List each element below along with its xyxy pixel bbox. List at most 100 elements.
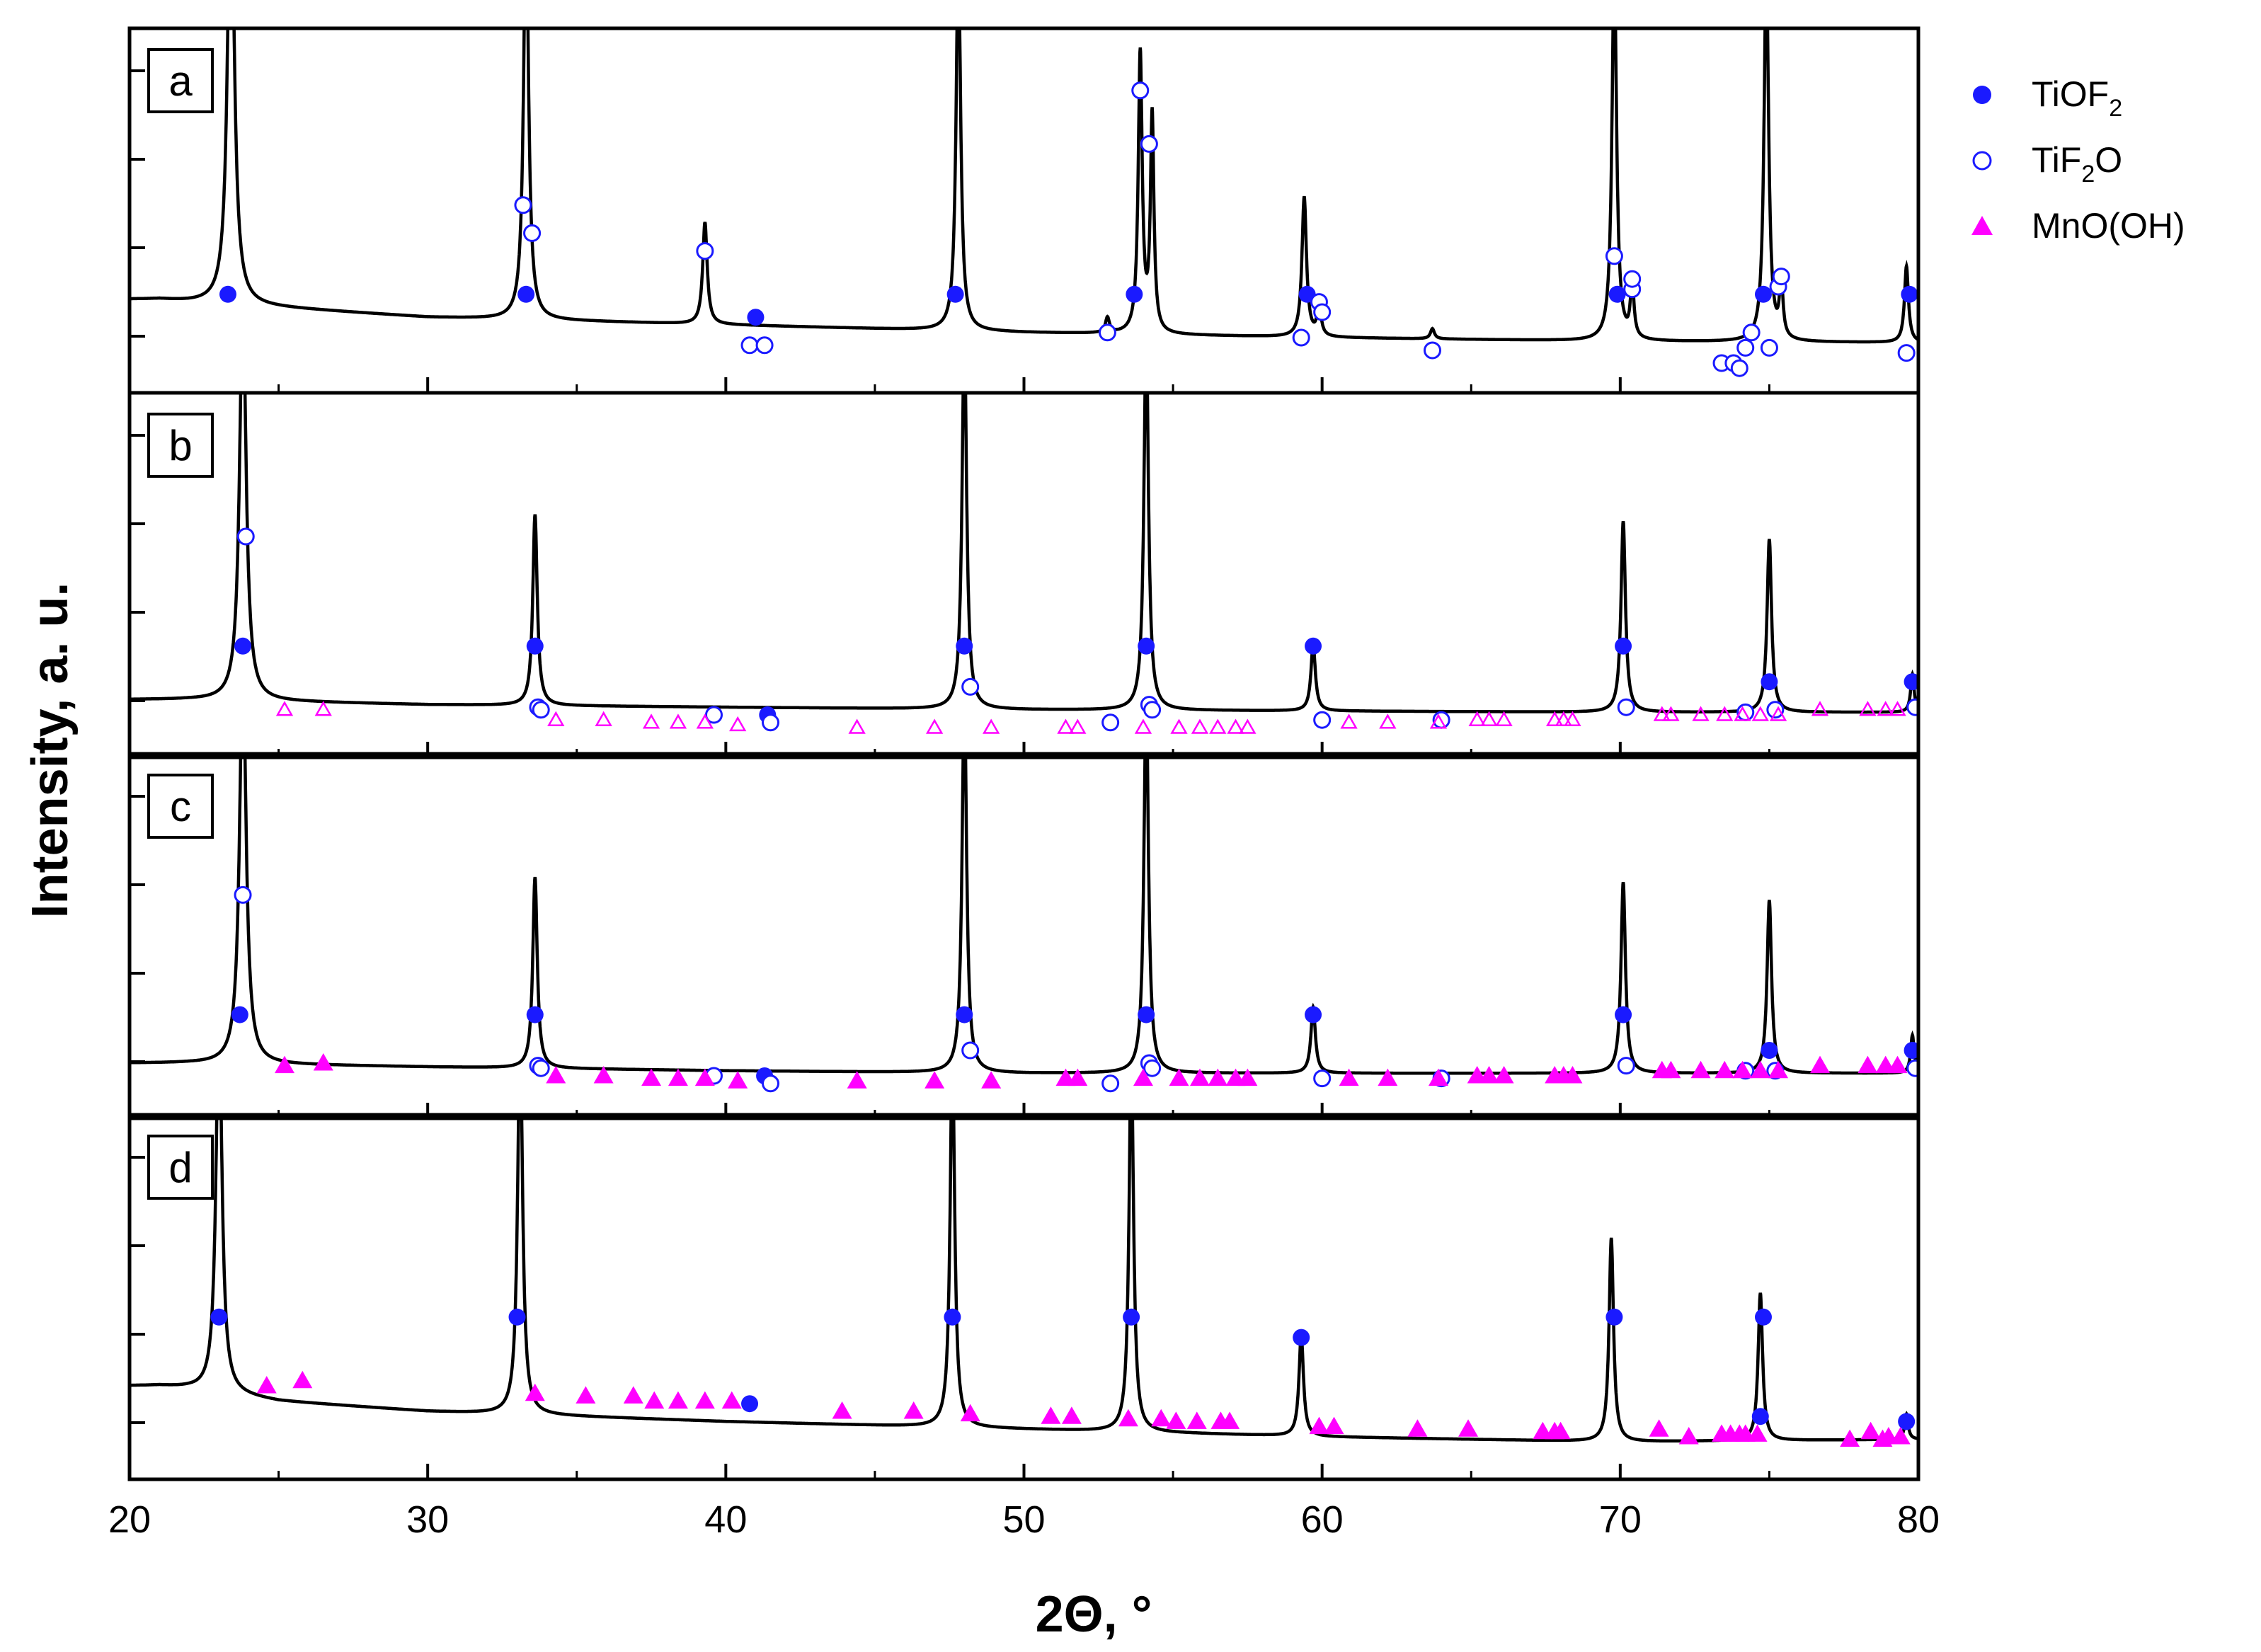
marker-mnooh bbox=[1186, 1411, 1207, 1429]
marker-mnooh bbox=[1810, 1055, 1831, 1074]
marker-mnooh bbox=[576, 1386, 596, 1404]
marker-tiof2 bbox=[1754, 1308, 1772, 1326]
markers-d bbox=[210, 1308, 1916, 1447]
marker-tif2o bbox=[740, 336, 759, 355]
marker-tif2o bbox=[1292, 328, 1310, 347]
marker-tif2o bbox=[755, 336, 774, 355]
marker-tif2o bbox=[961, 677, 980, 696]
marker-tif2o bbox=[1617, 1057, 1635, 1075]
marker-mnooh bbox=[1379, 713, 1397, 729]
marker-mnooh bbox=[292, 1370, 313, 1389]
marker-mnooh bbox=[1564, 711, 1581, 726]
legend-label: MnO(OH) bbox=[2032, 206, 2185, 246]
marker-mnooh bbox=[1309, 1416, 1329, 1435]
marker-mnooh bbox=[983, 718, 1000, 734]
marker-mnooh bbox=[1166, 1411, 1186, 1429]
marker-mnooh bbox=[1692, 706, 1710, 721]
panel-label-box bbox=[147, 774, 214, 839]
marker-mnooh bbox=[623, 1386, 643, 1404]
marker-mnooh bbox=[1715, 1060, 1735, 1079]
marker-mnooh bbox=[832, 1401, 852, 1419]
marker-tif2o bbox=[1101, 1074, 1120, 1093]
x-tick-label: 80 bbox=[1897, 1498, 1940, 1541]
marker-mnooh bbox=[1555, 711, 1572, 726]
legend-item: TiF2O bbox=[1972, 140, 2122, 188]
marker-mnooh bbox=[1734, 706, 1751, 721]
marker-mnooh bbox=[1468, 711, 1486, 726]
diffraction-curve-d bbox=[130, 1115, 1918, 1443]
marker-tiof2 bbox=[1608, 285, 1626, 303]
panel-label: d bbox=[168, 1144, 192, 1191]
marker-tif2o bbox=[1897, 344, 1916, 362]
marker-tiof2 bbox=[944, 1308, 961, 1326]
marker-mnooh bbox=[1661, 1060, 1681, 1079]
marker-tif2o bbox=[704, 706, 723, 724]
x-axis-title-unit: , ° bbox=[1104, 1586, 1152, 1643]
marker-mnooh bbox=[1118, 1409, 1138, 1427]
marker-mnooh bbox=[1208, 1068, 1228, 1086]
panel-label-box bbox=[147, 413, 214, 478]
marker-mnooh bbox=[1191, 718, 1209, 734]
marker-mnooh bbox=[1769, 706, 1787, 721]
marker-mnooh bbox=[668, 1068, 688, 1086]
marker-mnooh bbox=[1887, 1055, 1908, 1074]
marker-mnooh bbox=[1239, 718, 1257, 734]
legend-label: TiF2O bbox=[2032, 140, 2122, 188]
marker-tiof2 bbox=[517, 285, 535, 303]
marker-tif2o bbox=[1623, 270, 1642, 288]
legend-label: TiOF2 bbox=[2032, 74, 2122, 122]
marker-tif2o bbox=[1313, 1069, 1332, 1088]
marker-tif2o bbox=[532, 1059, 550, 1077]
x-tick-label: 50 bbox=[1002, 1498, 1045, 1541]
marker-tiof2 bbox=[1305, 637, 1322, 655]
marker-mnooh bbox=[1653, 706, 1671, 721]
marker-mnooh bbox=[546, 1066, 566, 1084]
x-axis: 20 30 40 50 60 70 80 bbox=[108, 377, 1940, 1541]
markers-c bbox=[231, 885, 1918, 1093]
marker-mnooh bbox=[668, 1391, 688, 1409]
marker-mnooh bbox=[1169, 1068, 1189, 1086]
legend-marker-triangle bbox=[1971, 216, 1993, 235]
marker-tif2o bbox=[1736, 338, 1755, 357]
panel-label-box bbox=[147, 48, 214, 113]
marker-mnooh bbox=[729, 716, 747, 732]
marker-mnooh bbox=[1840, 1429, 1860, 1447]
marker-mnooh bbox=[1732, 1060, 1753, 1079]
marker-mnooh bbox=[1747, 1424, 1768, 1442]
marker-tiof2 bbox=[1615, 1006, 1632, 1023]
marker-mnooh bbox=[1678, 1427, 1699, 1445]
marker-tif2o bbox=[1423, 341, 1441, 360]
marker-mnooh bbox=[1041, 1406, 1061, 1424]
marker-mnooh bbox=[1458, 1419, 1479, 1437]
marker-tif2o bbox=[1742, 323, 1761, 342]
marker-tiof2 bbox=[1761, 673, 1778, 691]
marker-tiof2 bbox=[1305, 1006, 1322, 1023]
marker-tif2o bbox=[1131, 81, 1150, 100]
marker-mnooh bbox=[1378, 1068, 1398, 1086]
marker-mnooh bbox=[1407, 1419, 1428, 1437]
marker-mnooh bbox=[1428, 1068, 1448, 1086]
marker-tiof2 bbox=[231, 1006, 248, 1023]
marker-mnooh bbox=[1877, 701, 1894, 716]
marker-tif2o bbox=[1906, 698, 1918, 716]
marker-tif2o bbox=[1143, 1059, 1162, 1077]
legend: TiOF2 TiF2O MnO(OH) bbox=[1971, 74, 2185, 246]
marker-mnooh bbox=[1889, 701, 1906, 716]
marker-tiof2 bbox=[1761, 1042, 1778, 1059]
marker-tif2o bbox=[1605, 247, 1623, 265]
marker-tiof2 bbox=[747, 309, 765, 326]
marker-mnooh bbox=[1662, 706, 1680, 721]
marker-tiof2 bbox=[1123, 1308, 1140, 1326]
marker-mnooh bbox=[641, 1068, 662, 1086]
marker-tiof2 bbox=[1754, 285, 1772, 303]
marker-mnooh bbox=[595, 711, 612, 726]
marker-tif2o bbox=[762, 713, 780, 732]
legend-marker-filled-circle bbox=[1973, 86, 1991, 104]
marker-tiof2 bbox=[219, 285, 236, 303]
marker-tif2o bbox=[961, 1041, 980, 1060]
marker-mnooh bbox=[1134, 718, 1152, 734]
marker-tiof2 bbox=[741, 1395, 759, 1413]
marker-mnooh bbox=[1494, 1066, 1514, 1084]
marker-mnooh bbox=[1057, 718, 1075, 734]
marker-tif2o bbox=[1098, 323, 1116, 342]
